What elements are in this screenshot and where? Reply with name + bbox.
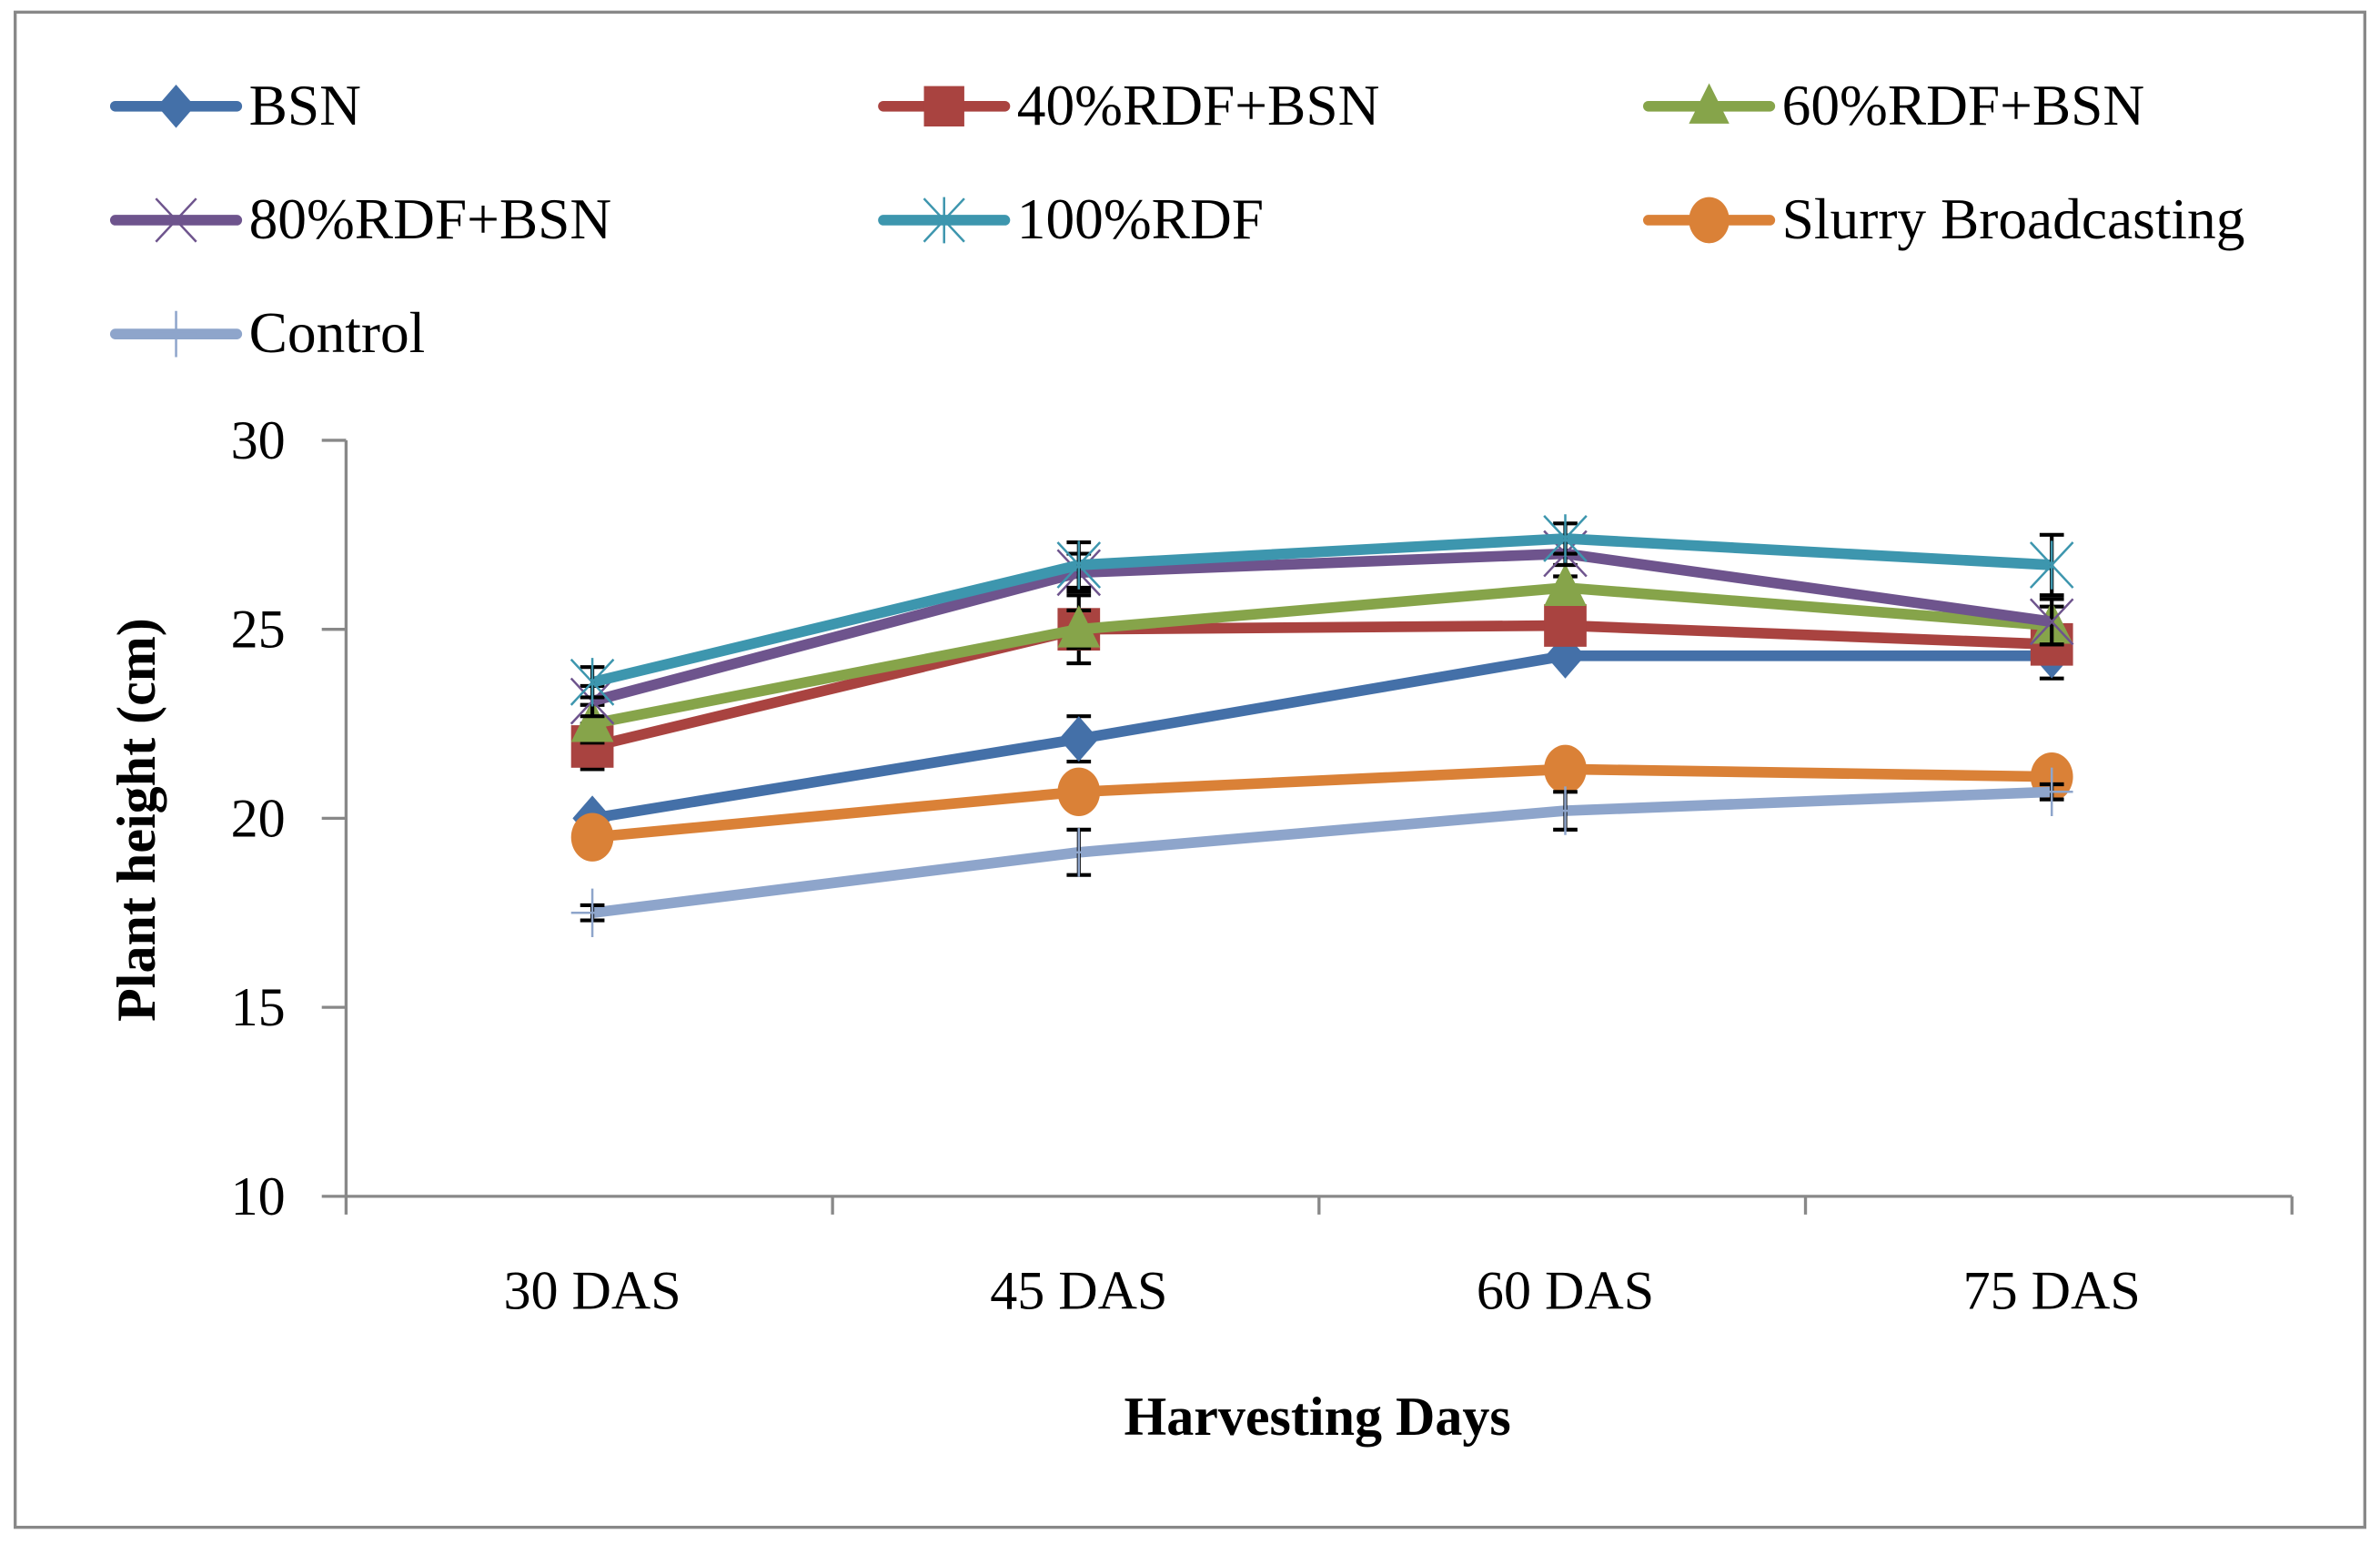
data-point-plus <box>1057 828 1101 877</box>
data-point-circle <box>1057 767 1101 817</box>
data-point-circle <box>1689 197 1730 244</box>
y-tick-label: 20 <box>231 787 286 848</box>
legend-label: 80%RDF+BSN <box>249 187 612 251</box>
y-tick-label: 15 <box>231 976 286 1037</box>
y-tick-label: 30 <box>231 409 286 470</box>
x-tick-label: 60 DAS <box>1477 1259 1654 1320</box>
data-point-diamond <box>156 85 196 128</box>
x-tick-label: 30 DAS <box>503 1259 681 1320</box>
y-tick-label: 25 <box>231 599 286 660</box>
data-point-x <box>155 197 197 243</box>
data-point-asterisk <box>2029 540 2074 590</box>
series-line <box>591 650 2052 824</box>
data-point-plus <box>1544 786 1587 835</box>
data-point-triangle <box>1689 83 1730 124</box>
legend-label: 60%RDF+BSN <box>1782 74 2145 137</box>
data-point-triangle <box>570 699 614 742</box>
legend-item: Slurry Broadcasting <box>1643 187 2245 251</box>
y-axis-title: Plant height (cm) <box>106 618 166 1022</box>
data-point-square <box>1544 604 1587 647</box>
data-point-x <box>2029 598 2074 646</box>
legend-label: Control <box>249 301 426 365</box>
series-control <box>570 767 2073 937</box>
legend-item: BSN <box>109 74 361 137</box>
legend-item: 40%RDF+BSN <box>878 74 1380 137</box>
legend-item: 80%RDF+BSN <box>109 187 612 251</box>
data-point-circle <box>570 812 614 862</box>
data-point-plus <box>2030 767 2073 817</box>
legend: BSN 40%RDF+BSN 60%RDF+BSN 80%RDF+BSN 100%RDF… <box>109 74 2245 365</box>
ticks: 10 15 20 25 30 30 DAS 45 DAS 60 DAS 75 DAS <box>231 409 2294 1320</box>
chart-border <box>14 10 2366 1529</box>
data-point-square <box>923 86 964 126</box>
series-line <box>590 548 2053 707</box>
legend-label: 100%RDF <box>1017 187 1264 251</box>
data-point-circle <box>1544 744 1587 794</box>
y-tick-label: 10 <box>231 1166 286 1226</box>
legend-item: Control <box>109 301 426 365</box>
legend-label: Slurry Broadcasting <box>1782 187 2245 251</box>
data-point-triangle <box>1057 604 1101 648</box>
legend-label: BSN <box>249 74 361 137</box>
series-slurry-broadcasting <box>570 744 2073 862</box>
series-100-rdf <box>570 514 2074 707</box>
series-line <box>591 763 2052 843</box>
legend-item: 100%RDF <box>878 187 1264 251</box>
series-line <box>590 620 2052 752</box>
data-point-plus <box>156 310 197 358</box>
series-line <box>591 786 2052 919</box>
x-tick-label: 75 DAS <box>1963 1259 2141 1320</box>
x-axis-title: Harvesting Days <box>1124 1386 1510 1447</box>
data-point-asterisk <box>1543 514 1588 563</box>
data-point-asterisk <box>570 658 615 707</box>
data-point-asterisk <box>1056 540 1102 590</box>
data-point-asterisk <box>923 197 965 244</box>
legend-item: 60%RDF+BSN <box>1643 74 2145 137</box>
series-line <box>590 533 2052 688</box>
series-line <box>590 582 2052 730</box>
data-point-triangle <box>1544 563 1587 606</box>
legend-label: 40%RDF+BSN <box>1017 74 1380 137</box>
series-group <box>570 514 2074 937</box>
x-tick-label: 45 DAS <box>990 1259 1167 1320</box>
data-point-plus <box>570 888 614 937</box>
